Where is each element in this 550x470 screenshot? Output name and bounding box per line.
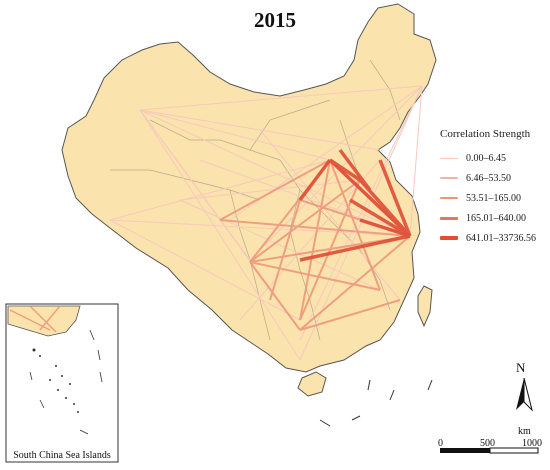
legend-item: 165.01–640.00 <box>440 208 548 228</box>
inset-flow-lines <box>9 305 61 333</box>
scale-tick-label: 1000 <box>522 438 542 449</box>
scale-unit: km <box>518 426 531 437</box>
legend-label: 6.46–53.50 <box>466 172 511 184</box>
legend-swatch <box>440 216 458 220</box>
scale-tick-label: 500 <box>480 438 495 449</box>
taiwan-island <box>417 285 433 328</box>
legend-swatch <box>440 236 458 240</box>
inset-label: South China Sea Islands <box>13 450 111 461</box>
legend-label: 53.51–165.00 <box>466 192 521 204</box>
legend-swatch <box>440 157 458 159</box>
legend-item: 6.46–53.50 <box>440 168 548 188</box>
flow-lines-strong <box>298 148 412 262</box>
inset-islands <box>32 348 79 413</box>
north-arrow-icon <box>516 377 533 412</box>
china-landmass <box>61 3 437 373</box>
hainan-island <box>297 371 327 397</box>
legend-swatch <box>440 197 458 199</box>
legend-item: 53.51–165.00 <box>440 188 548 208</box>
legend-item: 641.01–33736.56 <box>440 228 548 248</box>
legend: Correlation Strength 0.00–6.45 6.46–53.5… <box>440 128 548 248</box>
north-label: N <box>516 360 526 375</box>
map-title: 2015 <box>254 8 296 32</box>
legend-swatch <box>440 177 458 179</box>
south-boundary-dashes <box>319 379 433 427</box>
inset-boundary-dashes <box>29 329 103 435</box>
scale-bar <box>440 447 539 454</box>
legend-label: 641.01–33736.56 <box>466 232 536 244</box>
legend-label: 165.01–640.00 <box>466 212 526 224</box>
legend-title: Correlation Strength <box>440 128 531 140</box>
legend-item: 0.00–6.45 <box>440 148 548 168</box>
flow-lines-medium <box>219 159 411 331</box>
scale-tick-label: 0 <box>438 438 443 449</box>
legend-label: 0.00–6.45 <box>466 152 506 164</box>
